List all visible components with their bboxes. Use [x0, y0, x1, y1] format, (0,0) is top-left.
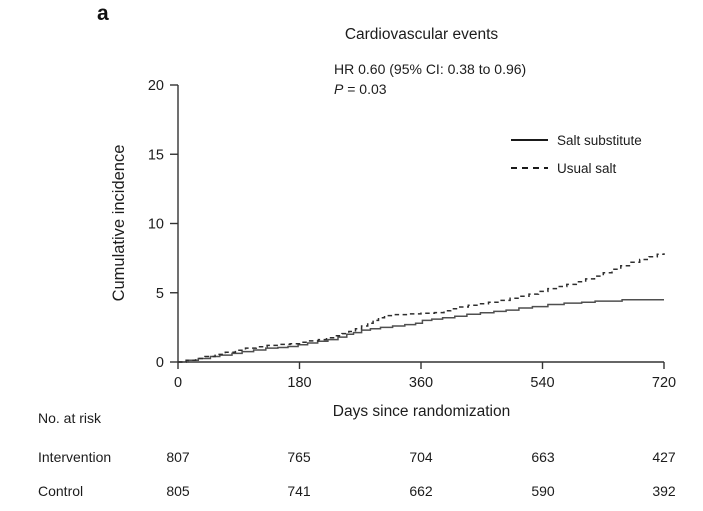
risk-row-label: Intervention: [38, 449, 112, 465]
risk-value: 765: [287, 449, 311, 465]
legend-item-usual-salt: Usual salt: [511, 159, 642, 177]
risk-table-header: No. at risk: [38, 410, 102, 426]
dashed-line-swatch: [511, 167, 548, 169]
y-tick-label: 20: [148, 78, 164, 94]
risk-value: 663: [531, 449, 555, 465]
solid-line-swatch: [511, 139, 548, 141]
p-value-text: P = 0.03: [334, 79, 526, 99]
x-tick-label: 540: [530, 375, 554, 391]
chart-title: Cardiovascular events: [344, 26, 499, 43]
y-tick-label: 5: [156, 286, 164, 302]
x-tick-label: 0: [174, 375, 182, 391]
risk-row-label: Control: [38, 483, 84, 499]
hazard-ratio-text: HR 0.60 (95% CI: 0.38 to 0.96): [334, 61, 527, 77]
x-axis-label: Days since randomization: [332, 403, 511, 420]
risk-value: 741: [287, 483, 311, 499]
y-tick-label: 0: [156, 355, 164, 371]
risk-value: 427: [652, 449, 676, 465]
risk-value: 590: [531, 483, 555, 499]
curve-salt-substitute: [178, 298, 664, 363]
x-tick-label: 360: [409, 375, 433, 391]
legend-label-usual-salt: Usual salt: [557, 160, 617, 176]
risk-value: 704: [409, 449, 433, 465]
risk-value: 392: [652, 483, 676, 499]
legend-item-salt-substitute: Salt substitute: [511, 131, 642, 149]
risk-value: 662: [409, 483, 433, 499]
y-tick-label: 10: [148, 217, 164, 233]
x-tick-label: 720: [652, 375, 676, 391]
chart-svg: 0 180 360 540 720 0 5 10 15 20: [148, 78, 676, 391]
panel-label: a: [97, 2, 109, 25]
legend-label-salt-substitute: Salt substitute: [557, 132, 642, 148]
risk-value: 805: [166, 483, 190, 499]
legend: Salt substitute Usual salt: [511, 131, 642, 187]
risk-value: 807: [166, 449, 190, 465]
p-italic: P: [334, 81, 344, 97]
x-tick-label: 180: [287, 375, 311, 391]
stats-annotation: HR 0.60 (95% CI: 0.38 to 0.96) P = 0.03: [334, 59, 526, 99]
y-tick-label: 15: [148, 147, 164, 163]
p-value: = 0.03: [343, 81, 387, 97]
curve-usual-salt: [178, 253, 665, 363]
